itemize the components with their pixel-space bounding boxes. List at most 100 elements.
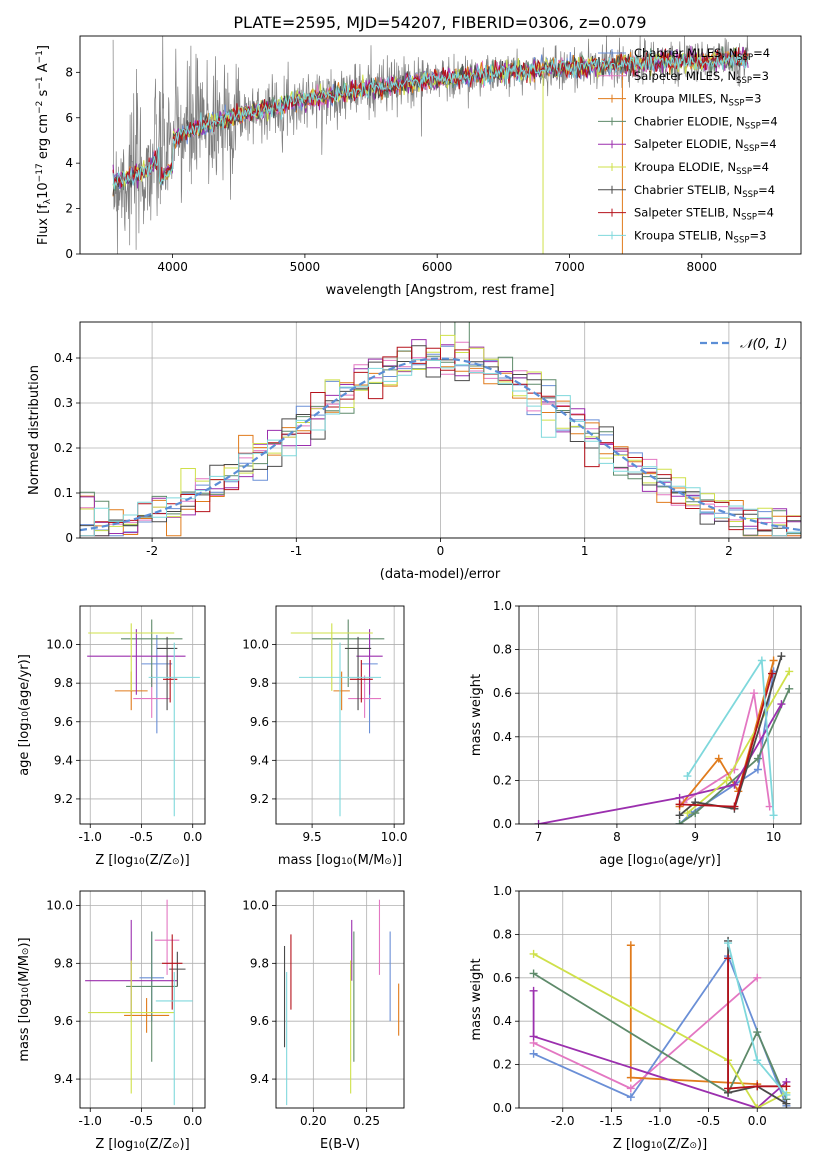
- mass-weight-line-2: [629, 945, 758, 1085]
- y-tick-label: 1.0: [493, 599, 512, 613]
- x-tick-label: 0.0: [748, 1114, 767, 1128]
- mass-weight-marker: [626, 1093, 635, 1102]
- plot-area: [519, 606, 801, 824]
- y-tick-label: 0.4: [493, 730, 512, 744]
- legend-entry: Kroupa MILES, NSSP=3: [634, 92, 761, 109]
- y-tick-label: 10.0: [242, 638, 269, 652]
- y-tick-label: 0.3: [54, 396, 73, 410]
- x-tick-label: -0.5: [130, 830, 153, 844]
- plot-area: [519, 891, 801, 1108]
- mass-weight-marker: [534, 820, 543, 824]
- mass-weight-marker: [769, 656, 778, 665]
- age-vs-mass-panel: 9.5 10.0 9.2 9.4 9.6 9.8 10.0 mass [log10(M/M⊙)…: [242, 605, 408, 868]
- normal-curve: [80, 357, 801, 532]
- x-tick-label: 7000: [554, 260, 585, 274]
- axis-label-part: 10: [652, 857, 664, 867]
- legend-sub: SSP: [736, 167, 752, 177]
- axis-label-part: Z [log: [613, 1137, 651, 1152]
- axis-label: mass [log10(M/M⊙)]: [278, 853, 402, 868]
- axis-label-part: )]: [392, 853, 402, 868]
- legend-tail: =3: [744, 92, 761, 106]
- legend-sub: SSP: [745, 121, 761, 131]
- legend-entry: Kroupa STELIB, NSSP=3: [634, 228, 766, 245]
- x-tick-label: -1.0: [79, 830, 102, 844]
- mass-weight-marker: [529, 1049, 538, 1058]
- mass-weight-marker: [724, 1084, 733, 1093]
- mass-weight-marker: [785, 667, 794, 676]
- y-tick-label: 10.0: [242, 898, 269, 912]
- legend-name: Salpeter MILES, N: [634, 69, 736, 83]
- mass-weight-marker: [730, 802, 739, 811]
- axis-label-part: (Z/Z: [145, 853, 172, 868]
- legend-tail: =4: [760, 137, 777, 151]
- legend-sub: SSP: [734, 235, 750, 245]
- y-tick-label: 0.4: [493, 1014, 512, 1028]
- axis-label-part: (M/M: [353, 853, 385, 868]
- mass-weight-line-4: [538, 703, 783, 824]
- legend-name: Kroupa STELIB, N: [634, 228, 734, 242]
- legend-tail: =3: [752, 69, 769, 83]
- mass-weight-marker: [753, 1028, 762, 1037]
- mass-vs-Z-panel: -1.0 -0.5 0.09.49.69.810.0Z [log10(Z/Z⊙)]m…: [17, 890, 206, 1152]
- legend-sub: SSP: [741, 213, 757, 223]
- axis-label-part: (age/yr)]: [17, 654, 32, 711]
- x-axis-label: wavelength [Angstrom, rest frame]: [326, 283, 555, 298]
- mass-weight-vs-Z-panel: -2.0 -1.5 -1.0 -0.5 0.0 0.0 0.2 0.4 0.6 0.8 1.0 Z […: [469, 884, 802, 1152]
- y-tick-label: 0.6: [493, 686, 512, 700]
- histogram-5: [80, 334, 801, 532]
- residuals-panel: -2 -1 0 1 2 0 0.1 0.2 0.3 0.4 𝒩(0, 1) (data-model)/…: [27, 321, 802, 582]
- axis-label-part: )]: [17, 937, 32, 947]
- axis-label-part: ⊙: [172, 1141, 180, 1151]
- x-tick-label: 9.5: [303, 830, 322, 844]
- x-tick-label: 0.0: [183, 1114, 202, 1128]
- mass-weight-marker: [691, 809, 700, 818]
- mass-weight-marker: [753, 1082, 762, 1091]
- axes-frame: [518, 605, 802, 825]
- mass-weight-line-7: [727, 958, 787, 1090]
- axis-label-part: ⊙: [689, 1141, 697, 1151]
- axis-label-part: Flux [f: [36, 204, 51, 245]
- x-tick-label: 10: [766, 830, 781, 844]
- spectrum-panel: 4000 5000 6000 7000 8000 0 2 4 6 8 Chabrier MILES,…: [35, 35, 802, 298]
- mass-weight-marker: [757, 656, 766, 665]
- axis-label-part: −1: [35, 50, 45, 63]
- legend-name: Chabrier STELIB, N: [634, 183, 742, 197]
- mass-weight-marker: [675, 811, 684, 820]
- mass-weight-marker: [529, 1032, 538, 1041]
- legend-entry: Chabrier MILES, NSSP=4: [634, 46, 770, 63]
- axis-label-part: (Z/Z: [145, 1137, 172, 1152]
- y-tick-label: 0.2: [54, 441, 73, 455]
- y-tick-label: 10.0: [46, 898, 73, 912]
- mass-weight-marker: [529, 949, 538, 958]
- y-tick-label: 10.0: [46, 638, 73, 652]
- mass-weight-marker: [529, 969, 538, 978]
- axis-label: Z [log10(Z/Z⊙)]: [95, 853, 189, 868]
- axes-frame: [79, 321, 802, 539]
- x-tick-label: 6000: [422, 260, 453, 274]
- y-tick-label: 2: [65, 202, 73, 216]
- x-axis-label: E(B-V): [320, 1137, 360, 1152]
- axis-label-part: 10: [133, 857, 145, 867]
- axis-label: mass [log10(M/M⊙)]: [17, 937, 32, 1061]
- x-tick-label: 5000: [290, 260, 321, 274]
- mass-weight-marker: [750, 689, 758, 698]
- axis-label-part: ⊙: [21, 948, 31, 956]
- y-tick-label: 9.8: [250, 676, 269, 690]
- legend-sub: SSP: [744, 144, 760, 154]
- legend-sub: SSP: [736, 76, 752, 86]
- axis-label-part: (Z/Z: [662, 1137, 689, 1152]
- mass-weight-marker: [753, 1056, 762, 1065]
- y-axis-label: mass weight: [469, 958, 484, 1040]
- plot-area: [276, 891, 404, 1108]
- axis-label-part: (M/M: [17, 955, 32, 987]
- mass-weight-marker: [683, 809, 692, 818]
- mass-weight-marker: [724, 939, 733, 948]
- mass-weight-marker: [782, 1090, 791, 1099]
- y-tick-label: 9.6: [54, 715, 73, 729]
- axis-label-part: 10: [341, 857, 353, 867]
- axis-label: Flux [fλ10−17 erg cm−2 s−1 A−1]: [35, 45, 53, 245]
- y-tick-label: 9.6: [250, 715, 269, 729]
- model-spectrum-8: [112, 50, 749, 190]
